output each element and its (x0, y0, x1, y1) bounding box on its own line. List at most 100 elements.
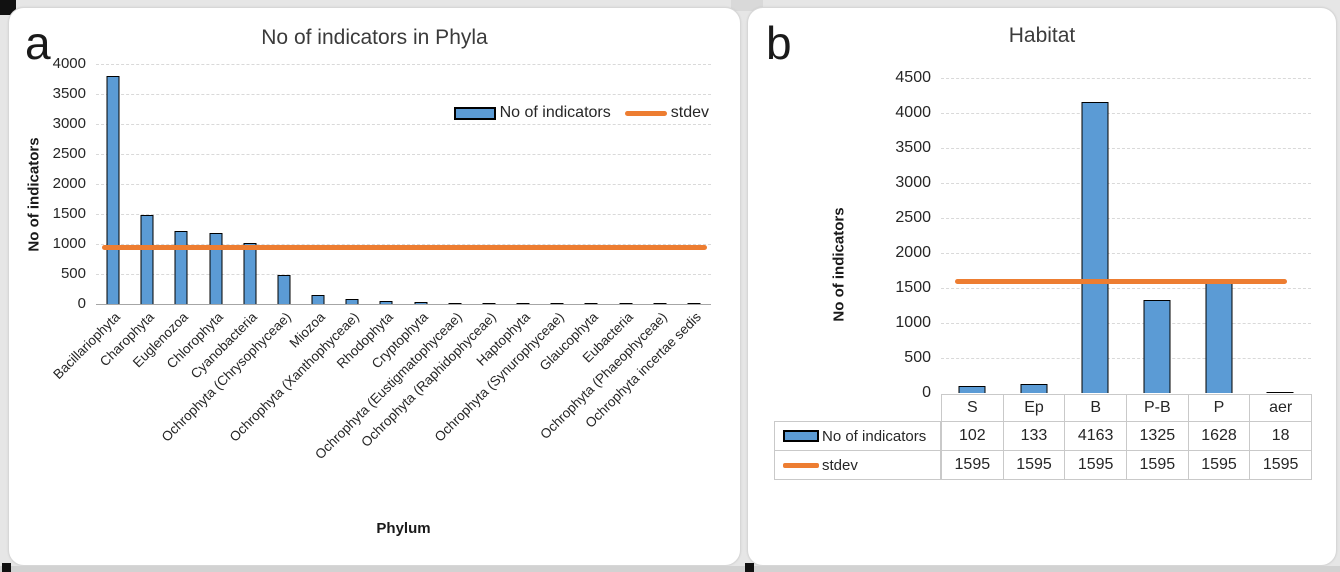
legend-item-stdev: stdev (624, 104, 709, 122)
bar-P (1205, 279, 1233, 393)
chart-a-y-axis-title: No of indicators (25, 137, 43, 252)
panel-b: b Habitat No of indicators 0 500 1000 1500 2… (747, 7, 1337, 566)
y-tick-label: 3000 (52, 115, 86, 132)
bar-Ochrophyta incertae sedis (687, 303, 701, 304)
y-tick-label: 2500 (895, 209, 931, 226)
bar-column (1126, 78, 1188, 393)
gridline (941, 183, 1311, 184)
bar-Ochrophyta (Xanthophyceae) (345, 299, 359, 304)
bar-column (130, 64, 164, 304)
bar-column (164, 64, 198, 304)
gridline (941, 323, 1311, 324)
bar-column (96, 64, 130, 304)
table-key-stdev: stdev (774, 450, 941, 480)
table-cell: 133 (1002, 421, 1066, 451)
table-row-label: stdev (822, 456, 858, 474)
table-cell: 1595 (941, 450, 1004, 480)
bar-column (267, 64, 301, 304)
table-key-indicators: No of indicators (774, 421, 941, 451)
panel-divider-tab (731, 0, 763, 11)
table-cell: 18 (1249, 421, 1312, 451)
bar-column (199, 64, 233, 304)
stdev-line (102, 244, 707, 250)
legend-label: stdev (670, 104, 709, 121)
table-cell: 1628 (1187, 421, 1251, 451)
y-tick-label: 3500 (52, 85, 86, 102)
gridline (941, 253, 1311, 254)
bar-Glaucophyta (584, 303, 598, 304)
chart-b-title: Habitat (1008, 24, 1076, 47)
gridline (96, 274, 711, 275)
bar-column (1249, 78, 1311, 393)
gridline (941, 218, 1311, 219)
panel-a: a No of indicators in Phyla No of indica… (8, 7, 741, 566)
bar-Miozoa (311, 295, 325, 304)
chart-b-plot-area: 0 500 1000 1500 2000 2500 3000 3500 4000 4500 (895, 69, 1311, 401)
panel-a-letter: a (25, 17, 51, 69)
bar-aer (1266, 391, 1294, 393)
stdev-line (955, 278, 1287, 284)
table-cell: 1595 (1064, 450, 1127, 480)
bar-column (404, 64, 438, 304)
bar-series (96, 64, 711, 304)
bar-column (1188, 78, 1250, 393)
table-cell: 1595 (1126, 450, 1189, 480)
chart-a-title: No of indicators in Phyla (261, 26, 488, 49)
bar-column (941, 78, 1003, 393)
bar-Euglenozoa (174, 231, 188, 304)
y-tick-label: 4000 (52, 55, 86, 72)
table-cell: 4163 (1064, 421, 1127, 451)
bar-Ochrophyta (Raphidophyceae) (482, 302, 496, 304)
gridline (96, 94, 711, 95)
line-series-swatch (624, 110, 667, 116)
y-tick-label: 1000 (895, 314, 931, 331)
bar-Eubacteria (619, 303, 633, 304)
table-header-aer: aer (1249, 394, 1312, 422)
gridline (941, 288, 1311, 289)
chart-a-x-axis-title: Phylum (376, 520, 431, 537)
table-cell: 102 (941, 421, 1004, 451)
bottom-left-handle (2, 563, 11, 572)
bar-column (677, 64, 711, 304)
legend-item-indicators: No of indicators (453, 104, 611, 122)
chart-b-y-axis-title: No of indicators (830, 207, 848, 322)
bar-Ochrophyta (Synurophyceae) (550, 303, 564, 304)
gridline (96, 214, 711, 215)
gridline (941, 358, 1311, 359)
table-row-label: No of indicators (822, 427, 927, 445)
bar-column (609, 64, 643, 304)
y-tick-label: 2000 (52, 175, 86, 192)
y-tick-label: 500 (60, 265, 86, 282)
bottom-edge-strip (0, 566, 1340, 572)
table-header-S: S (941, 394, 1004, 422)
bar-B (1081, 101, 1109, 393)
panel-b-letter: b (766, 17, 792, 69)
bar-column (1003, 78, 1065, 393)
table-header-Ep: Ep (1002, 394, 1066, 422)
y-tick-label: 0 (922, 384, 931, 401)
gridline (96, 154, 711, 155)
table-cell: 1595 (1187, 450, 1251, 480)
bar-Haptophyta (516, 303, 530, 304)
y-tick-label: 2500 (52, 145, 86, 162)
y-tick-label: 2000 (895, 244, 931, 261)
line-series-swatch (783, 462, 819, 468)
bar-Cyanobacteria (243, 243, 257, 304)
bar-column (472, 64, 506, 304)
gridline (96, 64, 711, 65)
table-cell: 1595 (1249, 450, 1312, 480)
bar-series-swatch (453, 106, 496, 120)
y-tick-label: 1500 (52, 205, 86, 222)
bar-Ochrophyta (Eustigmatophyceae) (448, 302, 462, 304)
bar-column (335, 64, 369, 304)
bar-column (233, 64, 267, 304)
bar-Rhodophyta (379, 300, 393, 304)
bar-Ochrophyta (Phaeophyceae) (653, 303, 667, 304)
chart-a-x-axis-line (96, 304, 711, 305)
bar-Charophyta (140, 215, 154, 304)
bar-column (1064, 78, 1126, 393)
y-tick-label: 3500 (895, 139, 931, 156)
table-header-P: P (1187, 394, 1251, 422)
gridline (941, 78, 1311, 79)
bar-P-B (1143, 300, 1171, 393)
